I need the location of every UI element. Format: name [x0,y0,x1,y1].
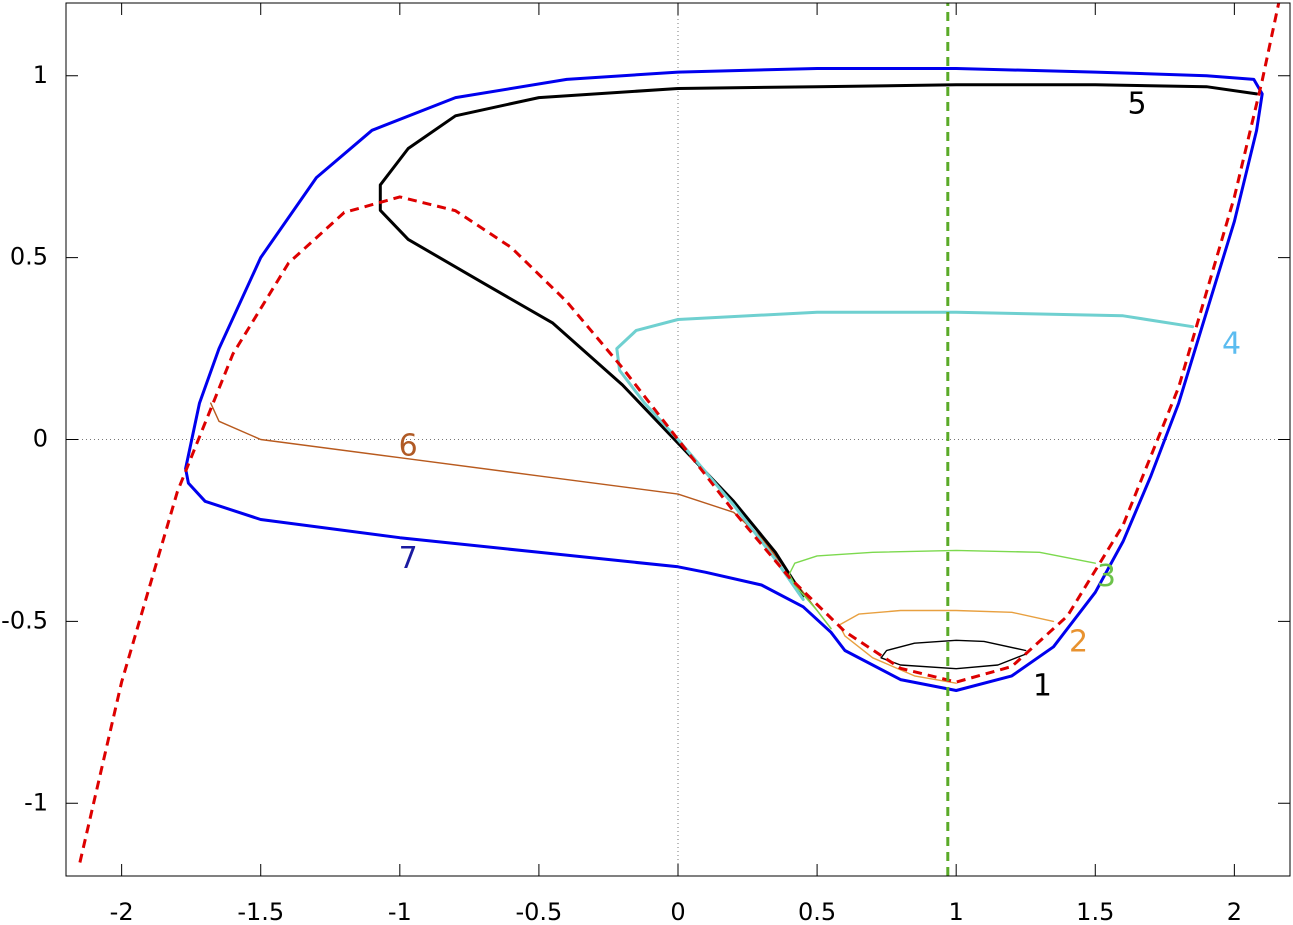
curve-label: 2 [1069,625,1088,660]
trajectory-line [838,609,1055,684]
x-tick-label: 0 [670,898,685,925]
curve-label: 7 [399,541,418,576]
x-tick-label: 2 [1227,898,1242,925]
trajectory-line [788,549,1096,630]
curve-label: 3 [1097,559,1116,594]
y-tick-label: -0.5 [1,606,48,634]
trajectory-line [78,3,1281,863]
x-tick-label: -1.5 [237,898,284,925]
x-tick-label: -0.5 [515,898,562,925]
data-layer [78,3,1281,876]
x-tick-label: -2 [110,898,134,925]
y-tick-label: -1 [24,788,48,816]
y-tick-label: 1 [33,61,48,89]
trajectory-line [378,83,1259,598]
trajectory-line [880,639,1027,670]
y-tick-label: 0 [33,425,48,453]
x-tick-label: 1 [949,898,964,925]
x-tick-label: 1.5 [1076,898,1114,925]
curve-label: 5 [1127,86,1146,121]
x-tick-label: 0.5 [798,898,836,925]
curve-label: 6 [399,428,418,463]
x-tick-label: -1 [388,898,412,925]
curve-label: 1 [1033,668,1052,703]
trajectory-line [615,310,1195,601]
y-tick-label: 0.5 [10,243,48,271]
trajectory-line [184,67,1264,692]
curve-label: 4 [1222,326,1241,361]
